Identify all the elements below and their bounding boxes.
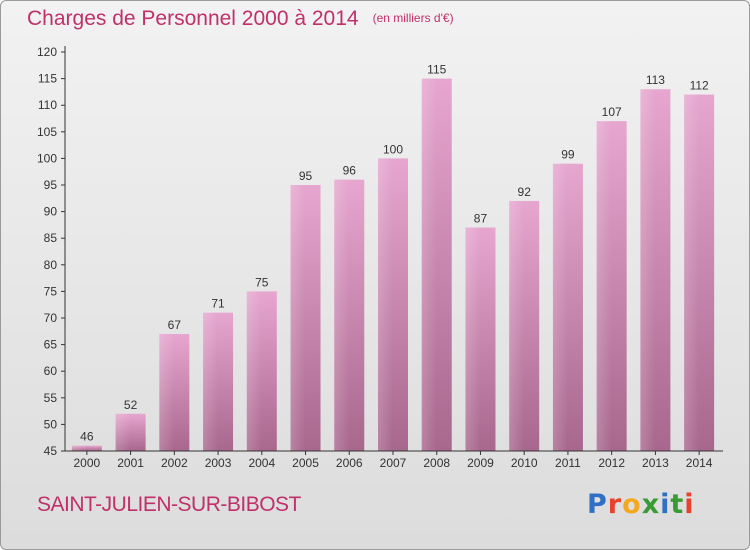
y-tick-label-95: 95: [44, 178, 58, 192]
y-tick-label-100: 100: [37, 151, 57, 165]
value-label-2000: 46: [80, 430, 94, 444]
y-tick-label-110: 110: [38, 98, 57, 112]
value-label-2009: 87: [474, 212, 488, 226]
y-tick-label-50: 50: [44, 417, 58, 431]
x-tick-label-2000: 2000: [74, 456, 101, 470]
bar-shine-2011: [552, 163, 568, 451]
bar-shine-2004: [246, 291, 262, 451]
chart-subtitle: (en milliers d'€): [372, 11, 454, 25]
y-tick-label-55: 55: [44, 391, 58, 405]
logo-letter: r: [607, 489, 623, 520]
axes-group: 2000 2001 2002 2003 2004 2005 2006 2007 2008 2009…: [37, 45, 723, 470]
value-label-2011: 99: [561, 148, 575, 162]
logo-letter: i: [684, 489, 695, 520]
location-label: SAINT-JULIEN-SUR-BIBOST: [37, 493, 301, 516]
x-tick-label-2012: 2012: [598, 456, 625, 470]
value-label-2012: 107: [602, 105, 622, 119]
x-tick-label-2008: 2008: [423, 456, 450, 470]
x-tick-label-2009: 2009: [467, 456, 494, 470]
bar-shine-2008: [421, 78, 437, 451]
value-labels-group: 46 52 67 71 75 95 96 100 115 87 92 99 107 113 112: [80, 63, 709, 444]
bar-shine-2010: [509, 200, 525, 451]
x-tick-label-2010: 2010: [511, 456, 538, 470]
y-tick-label-90: 90: [44, 205, 58, 219]
x-tick-label-2003: 2003: [205, 456, 232, 470]
bar-shine-2009: [465, 227, 481, 451]
y-tick-label-45: 45: [44, 444, 58, 458]
value-label-2007: 100: [383, 142, 403, 156]
value-label-2003: 71: [211, 297, 225, 311]
y-tick-label-105: 105: [37, 125, 57, 139]
value-label-2008: 115: [427, 63, 446, 77]
proxiti-logo: Proxiti: [587, 489, 695, 520]
bar-shine-2000: [71, 445, 87, 451]
x-tick-label-2014: 2014: [686, 456, 713, 470]
bars-group: [71, 78, 715, 452]
y-tick-label-80: 80: [44, 258, 58, 272]
value-label-2014: 112: [690, 79, 709, 93]
y-tick-label-120: 120: [37, 45, 57, 59]
bar-shine-2007: [378, 158, 393, 451]
x-tick-label-2002: 2002: [161, 456, 188, 470]
x-tick-label-2011: 2011: [555, 456, 581, 470]
x-tick-label-2001: 2001: [117, 456, 144, 470]
x-tick-label-2013: 2013: [642, 456, 669, 470]
y-tick-label-115: 115: [38, 72, 57, 86]
bar-shine-2012: [596, 121, 612, 451]
bar-shine-2001: [115, 413, 131, 451]
value-label-2013: 113: [646, 73, 665, 87]
y-tick-label-85: 85: [44, 231, 58, 245]
bar-shine-2014: [684, 94, 700, 451]
value-label-2001: 52: [124, 398, 138, 412]
bar-shine-2005: [290, 185, 306, 451]
bar-shine-2013: [640, 89, 656, 452]
x-tick-label-2007: 2007: [380, 456, 407, 470]
y-tick-label-75: 75: [44, 284, 58, 298]
x-tick-label-2004: 2004: [248, 456, 275, 470]
logo-letter: i: [660, 489, 671, 520]
chart-title: Charges de Personnel 2000 à 2014 (en mill…: [27, 7, 454, 31]
logo-letter: x: [641, 489, 661, 520]
logo-letter: o: [622, 489, 642, 520]
y-tick-label-60: 60: [44, 364, 58, 378]
logo-letter: t: [670, 489, 685, 520]
value-label-2010: 92: [518, 185, 532, 199]
y-tick-label-70: 70: [44, 311, 58, 325]
bar-shine-2003: [203, 312, 219, 451]
bar-shine-2002: [159, 333, 175, 451]
value-label-2004: 75: [255, 275, 269, 289]
x-tick-label-2005: 2005: [292, 456, 319, 470]
value-label-2005: 95: [299, 169, 313, 183]
bar-shine-2006: [334, 179, 350, 451]
logo-letter: P: [587, 489, 608, 520]
chart-title-text: Charges de Personnel 2000 à 2014: [27, 7, 359, 30]
value-label-2002: 67: [168, 318, 182, 332]
y-tick-label-65: 65: [44, 338, 58, 352]
value-label-2006: 96: [343, 164, 357, 178]
x-tick-label-2006: 2006: [336, 456, 363, 470]
